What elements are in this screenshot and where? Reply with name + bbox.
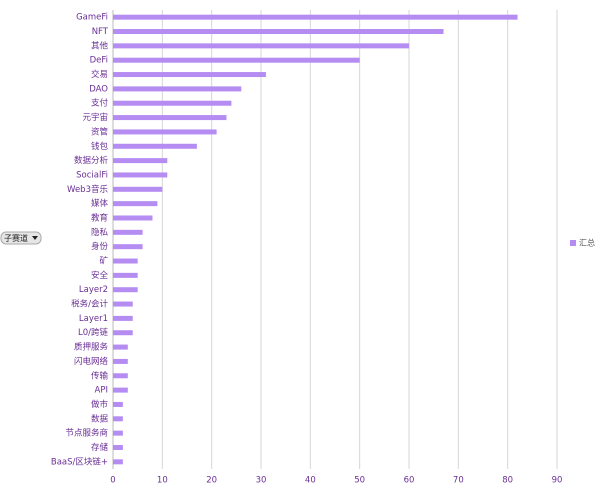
x-tick-label: 20 [206, 476, 217, 486]
y-tick-label: 矿 [99, 256, 108, 267]
bar [113, 43, 409, 49]
y-tick-label: L0/跨链 [78, 327, 109, 338]
bar [113, 258, 138, 264]
y-tick-label: 交易 [91, 69, 108, 80]
bar [113, 158, 168, 164]
bar [113, 201, 158, 207]
y-tick-label: Layer1 [79, 314, 108, 324]
bar [113, 100, 232, 106]
y-tick-label: NFT [92, 27, 109, 37]
bar [113, 129, 217, 135]
bar [113, 86, 242, 92]
x-tick-label: 90 [552, 476, 563, 486]
x-tick-label: 40 [305, 476, 316, 486]
bar [113, 244, 143, 250]
y-tick-label: Web3音乐 [67, 184, 108, 195]
legend-swatch [570, 240, 576, 246]
bar [113, 444, 123, 450]
x-tick-label: 60 [404, 476, 415, 486]
y-tick-label: 媒体 [91, 198, 109, 209]
bar [113, 373, 128, 379]
bar [113, 315, 133, 321]
bar [113, 115, 227, 121]
y-tick-label: 数据 [91, 413, 109, 424]
y-tick-label: 其他 [91, 40, 109, 51]
bar [113, 459, 123, 465]
bar [113, 186, 163, 192]
y-tick-label: DAO [89, 84, 108, 94]
y-tick-label: SocialFi [76, 170, 108, 180]
x-tick-label: 50 [354, 476, 365, 486]
filter-dropdown[interactable]: 子赛道 [0, 231, 42, 245]
y-tick-label: BaaS/区块链+ [51, 456, 108, 467]
y-tick-label: 节点服务商 [65, 428, 108, 439]
y-tick-label: 传输 [91, 370, 109, 381]
x-tick-label: 0 [110, 476, 115, 486]
y-tick-label: API [95, 386, 108, 396]
bar [113, 57, 360, 63]
bar [113, 29, 444, 35]
bar [113, 430, 123, 436]
y-tick-label: 安全 [91, 270, 109, 281]
x-tick-label: 80 [502, 476, 513, 486]
y-tick-label: 税务/会计 [71, 299, 108, 310]
bar [113, 358, 128, 364]
bar [113, 229, 143, 235]
bar [113, 287, 138, 293]
y-tick-label: GameFi [76, 13, 108, 23]
y-tick-label: DeFi [90, 56, 108, 66]
bar [113, 301, 133, 307]
x-tick-label: 70 [453, 476, 464, 486]
y-tick-label: 元宇宙 [82, 112, 108, 123]
y-tick-label: 钱包 [91, 141, 109, 152]
dropdown-box[interactable] [0, 231, 42, 245]
y-tick-label: 做市 [91, 399, 109, 410]
bar [113, 172, 168, 178]
y-tick-label: 资管 [91, 126, 108, 137]
bar [113, 143, 197, 149]
x-tick-label: 10 [157, 476, 168, 486]
y-tick-label: Layer2 [79, 285, 108, 295]
y-tick-label: 教育 [91, 212, 108, 223]
bar [113, 72, 266, 78]
y-tick-label: 存储 [91, 442, 109, 453]
dropdown-arrow [32, 236, 38, 240]
bar [113, 416, 123, 422]
y-tick-label: 质押服务 [74, 342, 109, 353]
y-tick-label: 数据分析 [74, 155, 109, 166]
bar [113, 14, 518, 20]
bar [113, 401, 123, 407]
bar [113, 387, 128, 393]
y-tick-label: 隐私 [91, 227, 109, 238]
legend-label: 汇总 [579, 238, 595, 248]
dropdown-label[interactable]: 子赛道 [4, 233, 28, 243]
y-tick-label: 支付 [91, 98, 109, 109]
bar [113, 215, 153, 221]
bar [113, 330, 133, 336]
bar [113, 344, 128, 350]
bar [113, 272, 138, 278]
y-tick-label: 身份 [91, 241, 109, 252]
x-tick-label: 30 [256, 476, 267, 486]
y-tick-label: 闪电网络 [74, 356, 109, 367]
